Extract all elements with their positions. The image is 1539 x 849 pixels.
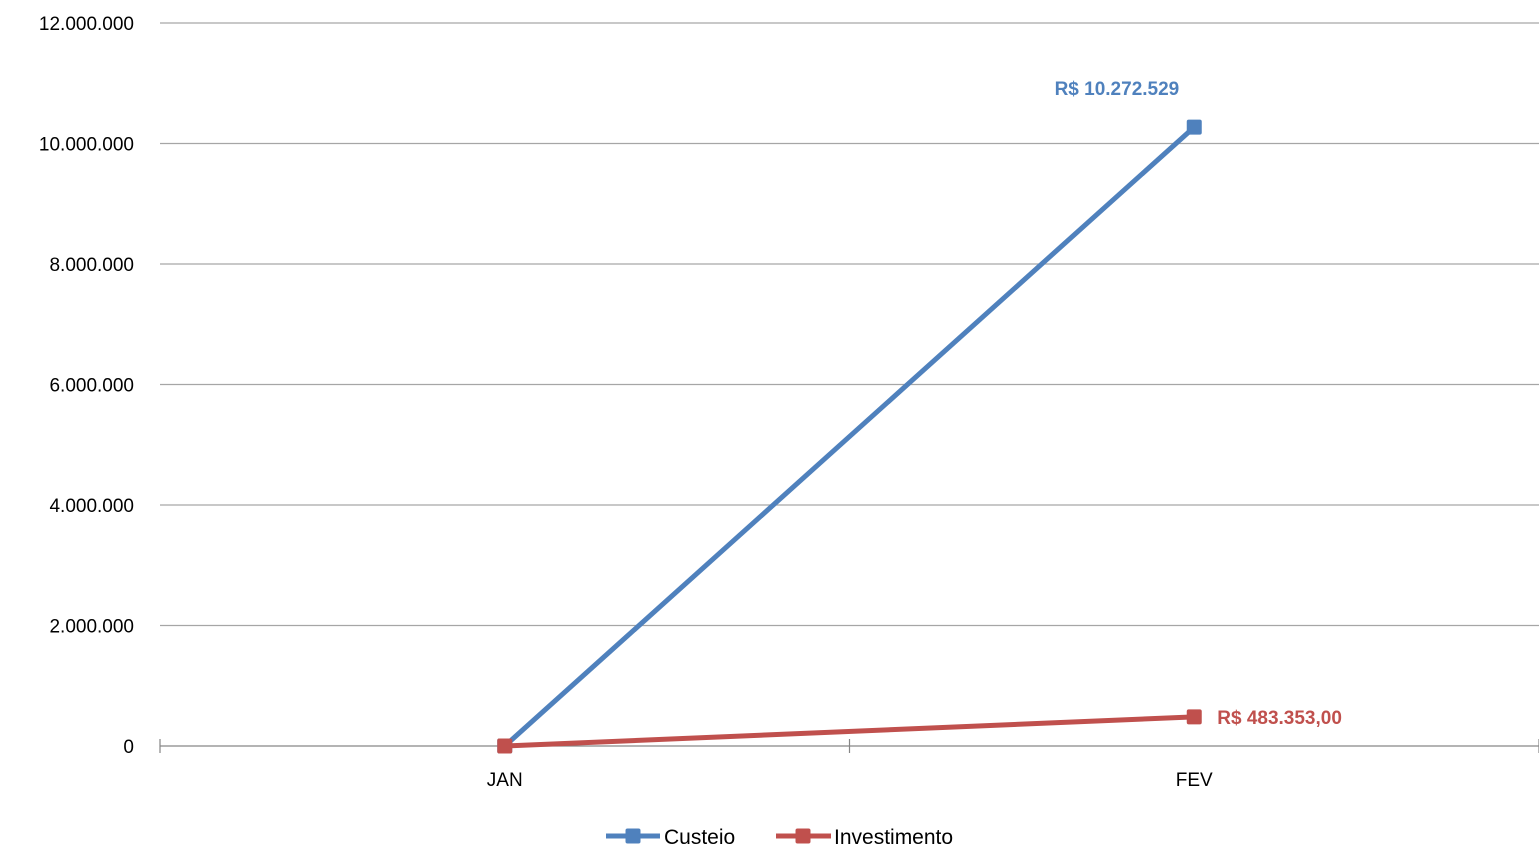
series-line-investimento [504,714,1195,749]
data-point-investimento [497,738,513,754]
legend-label: Investimento [834,826,953,849]
legend-swatch-marker [795,828,811,844]
y-axis-ticks: 0 2.000.000 4.000.000 6.000.000 8.000.000 10.… [39,14,134,758]
data-label-custeio: R$ 10.272.529 [1055,79,1180,100]
series-line-custeio [503,125,1196,748]
legend-label: Custeio [664,826,735,849]
legend: Custeio Investimento [606,826,953,849]
y-tick-label: 0 [123,737,134,758]
y-tick-label: 12.000.000 [39,14,134,35]
series-lines [497,119,1202,754]
x-tick-label: JAN [487,770,523,791]
y-tick-label: 6.000.000 [49,376,134,397]
y-tick-label: 4.000.000 [49,496,134,517]
y-tick-label: 2.000.000 [49,617,134,638]
data-point-investimento [1186,709,1202,725]
gridlines [160,22,1539,627]
legend-swatch-marker [625,828,641,844]
y-tick-label: 10.000.000 [39,135,134,156]
legend-item-custeio: Custeio [606,826,735,849]
data-point-custeio [1186,119,1202,135]
y-tick-label: 8.000.000 [49,255,134,276]
x-axis: JAN FEV [159,739,1539,791]
data-label-investimento: R$ 483.353,00 [1217,708,1342,729]
x-tick-label: FEV [1176,770,1213,791]
legend-item-investimento: Investimento [776,826,953,849]
data-labels: R$ 10.272.529 R$ 483.353,00 [1055,79,1342,729]
